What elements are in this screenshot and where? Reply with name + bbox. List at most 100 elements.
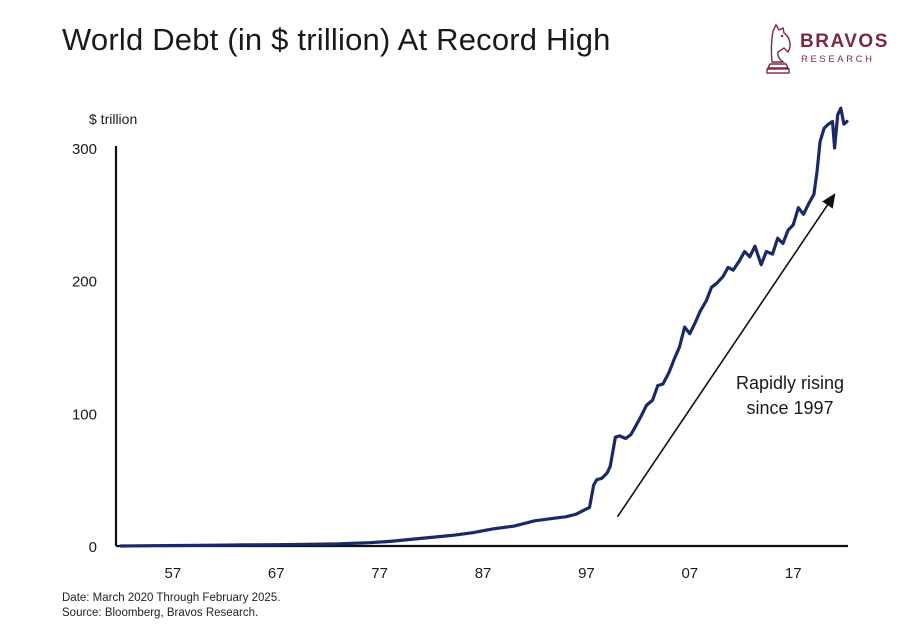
- series-point: [689, 332, 691, 335]
- series-point: [765, 250, 768, 253]
- series-point: [601, 477, 603, 480]
- footnote-source: Source: Bloomberg, Bravos Research.: [62, 607, 259, 619]
- series-point: [843, 123, 845, 125]
- y-axis-label: $ trillion: [89, 111, 137, 127]
- series-point: [831, 120, 834, 123]
- series-point: [606, 472, 608, 474]
- y-tick-label-0: 0: [89, 539, 97, 556]
- series-point: [846, 120, 848, 123]
- x-tick-label-17: 17: [785, 565, 802, 582]
- series-point: [640, 415, 642, 417]
- series-point: [715, 282, 718, 285]
- series-point: [760, 263, 762, 266]
- x-tick-labels: 57 67 77 87 97 07 17: [165, 565, 802, 582]
- annotation-line-2: since 1997: [746, 398, 833, 418]
- series-point: [797, 206, 800, 209]
- series-point: [151, 544, 153, 547]
- series-point: [430, 536, 433, 539]
- series-point: [564, 516, 567, 518]
- series-point: [635, 424, 637, 427]
- series-point: [776, 237, 779, 239]
- series-point: [662, 383, 664, 385]
- brand-subtitle: RESEARCH: [801, 54, 875, 65]
- series-point: [819, 140, 821, 143]
- series-points: [120, 107, 848, 547]
- series-point: [596, 478, 598, 481]
- series-point: [738, 260, 741, 262]
- series-point: [244, 544, 246, 546]
- series-point: [754, 245, 756, 247]
- series-point: [678, 346, 681, 348]
- x-tick-label-97: 97: [578, 565, 595, 582]
- brand-name: BRAVOS: [800, 31, 889, 52]
- series-point: [827, 123, 830, 125]
- series-point: [749, 255, 751, 258]
- series-point: [802, 213, 805, 216]
- series-point: [120, 545, 122, 547]
- series-point: [683, 326, 686, 328]
- series-point: [389, 540, 391, 543]
- series-point: [275, 543, 278, 546]
- series-point: [833, 147, 836, 149]
- knight-chess-icon: [766, 23, 791, 74]
- series-point: [807, 202, 810, 205]
- y-tick-label-300: 300: [72, 141, 97, 158]
- series-point: [743, 250, 746, 253]
- series-point: [624, 437, 627, 440]
- series-point: [554, 517, 557, 519]
- series-point: [575, 513, 577, 515]
- x-tick-label-77: 77: [371, 565, 388, 582]
- series-point: [732, 269, 734, 271]
- series-point: [306, 543, 309, 546]
- x-tick-label-67: 67: [268, 565, 285, 582]
- world-debt-series-line: [119, 106, 849, 548]
- series-point: [699, 310, 701, 313]
- series-point: [588, 506, 591, 509]
- series-point: [836, 114, 839, 116]
- y-tick-label-200: 200: [72, 274, 97, 291]
- series-point: [182, 544, 184, 547]
- chart-axes: [114, 146, 848, 548]
- series-point: [513, 525, 515, 527]
- footnote-date: Date: March 2020 Through February 2025.: [62, 592, 281, 604]
- series-point: [668, 371, 670, 374]
- series-point: [368, 541, 371, 544]
- series-point: [722, 275, 724, 278]
- series-point: [840, 107, 842, 109]
- series-point: [533, 520, 536, 522]
- series-point: [782, 242, 784, 245]
- series-point: [792, 224, 794, 226]
- series-point: [823, 127, 825, 129]
- series-point: [705, 299, 708, 302]
- series-point: [337, 543, 340, 545]
- trend-arrow: [616, 193, 836, 518]
- series-point: [710, 286, 713, 289]
- series-point: [585, 508, 588, 510]
- series-point: [787, 229, 789, 232]
- y-tick-label-100: 100: [72, 406, 97, 423]
- series-point: [673, 358, 676, 360]
- x-tick-label-87: 87: [475, 565, 492, 582]
- series-point: [609, 465, 611, 468]
- series-point: [813, 193, 815, 196]
- series-point: [630, 433, 632, 436]
- annotation-line-1: Rapidly rising: [736, 373, 844, 393]
- series-point: [614, 436, 617, 439]
- brand-logo: BRAVOS RESEARCH: [764, 20, 894, 76]
- chart-title: World Debt (in $ trillion) At Record Hig…: [62, 22, 611, 57]
- series-point: [816, 171, 818, 173]
- x-tick-label-57: 57: [165, 565, 182, 582]
- series-point: [694, 322, 696, 324]
- series-point: [771, 253, 774, 255]
- y-tick-labels: 0 100 200 300: [72, 141, 97, 556]
- series-point: [492, 528, 495, 530]
- series-point: [409, 538, 412, 541]
- series-point: [618, 435, 621, 437]
- series-point: [657, 384, 659, 387]
- series-point: [592, 484, 595, 486]
- series-point: [645, 404, 648, 407]
- series-point: [471, 531, 474, 534]
- x-tick-label-07: 07: [681, 565, 698, 582]
- series-point: [651, 399, 654, 401]
